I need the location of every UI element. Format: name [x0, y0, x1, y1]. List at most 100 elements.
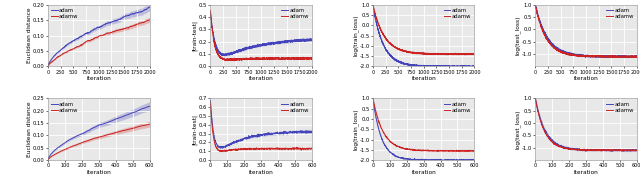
adamw [207, 101, 214, 104]
adam [468, 65, 476, 68]
adamw [416, 53, 424, 55]
Line: adamw: adamw [535, 5, 637, 57]
adamw [287, 57, 294, 60]
adamw [419, 52, 426, 54]
Line: adamw: adamw [211, 11, 312, 61]
adamw [630, 55, 637, 58]
adamw [143, 20, 150, 22]
X-axis label: iteration: iteration [573, 170, 598, 175]
adam [549, 140, 557, 143]
adamw [618, 56, 625, 59]
adamw [608, 149, 616, 151]
Legend: adam, adamw: adam, adamw [51, 8, 79, 20]
adam [283, 132, 291, 134]
adamw [207, 10, 214, 12]
adam [207, 99, 214, 102]
adamw [619, 150, 627, 152]
adam [630, 55, 638, 58]
adam [145, 105, 153, 107]
adamw [120, 129, 128, 132]
adam [419, 65, 426, 67]
adam [578, 54, 586, 56]
Legend: adam, adamw: adam, adamw [444, 101, 472, 113]
adamw [305, 57, 313, 59]
adam [437, 66, 445, 68]
adamw [225, 149, 232, 152]
adamw [434, 150, 442, 153]
adamw [581, 55, 589, 57]
Line: adamw: adamw [373, 5, 474, 55]
adam [557, 145, 565, 147]
Line: adamw: adamw [48, 20, 150, 66]
adamw [578, 55, 586, 57]
adamw [44, 65, 52, 68]
Y-axis label: |train-test|: |train-test| [192, 114, 198, 145]
adamw [230, 60, 237, 62]
adam [608, 150, 616, 152]
adam [124, 15, 132, 17]
Line: adam: adam [535, 5, 637, 58]
adamw [633, 55, 640, 58]
adam [630, 55, 637, 58]
adam [622, 56, 630, 59]
adam [582, 150, 590, 153]
adam [49, 56, 57, 58]
adamw [549, 142, 557, 145]
adam [470, 158, 478, 161]
adam [305, 38, 313, 41]
adamw [112, 131, 120, 134]
adam [44, 65, 52, 68]
Y-axis label: log(train_loss): log(train_loss) [353, 108, 358, 150]
adam [387, 152, 395, 154]
adam [437, 159, 445, 162]
adamw [470, 53, 478, 55]
adamw [49, 60, 57, 62]
adamw [468, 53, 476, 55]
adamw [145, 19, 153, 21]
adamw [104, 133, 111, 136]
Legend: adam, adamw: adam, adamw [281, 101, 309, 113]
Y-axis label: Euclidean distance: Euclidean distance [27, 8, 31, 63]
adam [537, 22, 545, 24]
adamw [93, 36, 101, 38]
adamw [577, 148, 585, 151]
adamw [536, 24, 544, 26]
adamw [256, 57, 264, 59]
adamw [124, 27, 132, 29]
adamw [308, 57, 316, 60]
adam [70, 136, 78, 139]
adam [91, 28, 99, 30]
adamw [62, 148, 70, 150]
adamw [308, 147, 316, 150]
adam [267, 133, 275, 135]
Line: adamw: adamw [48, 124, 150, 160]
X-axis label: iteration: iteration [412, 76, 436, 81]
adamw [253, 148, 260, 150]
X-axis label: iteration: iteration [412, 170, 436, 175]
adamw [253, 58, 261, 60]
adamw [212, 47, 220, 49]
adam [531, 97, 539, 99]
adamw [387, 140, 395, 143]
Legend: adam, adamw: adam, adamw [606, 101, 634, 113]
adam [577, 149, 585, 151]
adamw [449, 54, 457, 56]
adamw [146, 19, 154, 21]
adam [305, 40, 313, 42]
Y-axis label: Euclidean distance: Euclidean distance [27, 101, 31, 157]
adam [600, 149, 607, 152]
adam [441, 160, 449, 162]
Legend: adam, adamw: adam, adamw [281, 8, 309, 20]
Y-axis label: log(test_loss): log(test_loss) [515, 109, 520, 149]
X-axis label: iteration: iteration [86, 76, 111, 81]
X-axis label: iteration: iteration [86, 170, 111, 175]
adamw [90, 137, 98, 139]
adam [308, 131, 316, 134]
adamw [611, 55, 619, 58]
adam [468, 66, 476, 68]
adamw [429, 149, 436, 152]
adam [449, 65, 457, 68]
Line: adam: adam [211, 11, 312, 56]
adam [633, 148, 640, 151]
adamw [267, 149, 275, 151]
